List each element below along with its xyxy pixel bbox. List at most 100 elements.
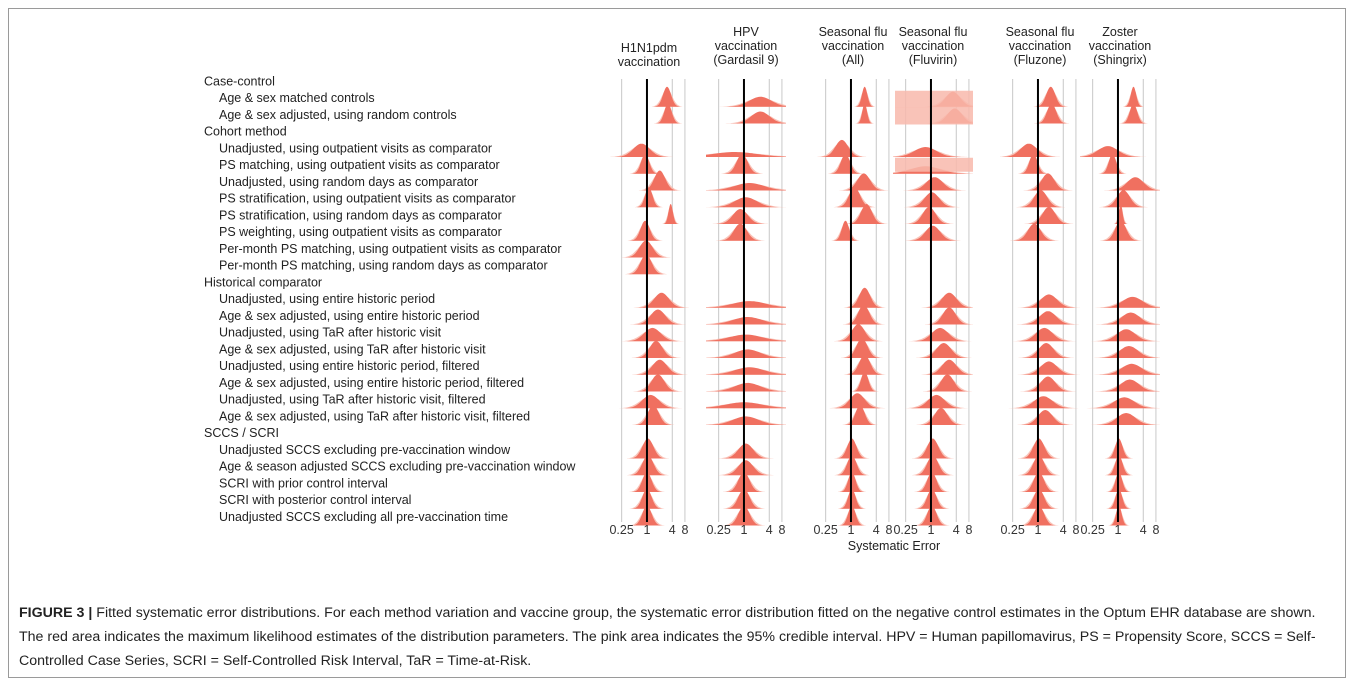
- density-area: [928, 307, 970, 325]
- density-area: [893, 147, 961, 157]
- row-label: Per-month PS matching, using outpatient …: [219, 242, 562, 256]
- density-area: [1096, 329, 1156, 342]
- density-area: [1022, 361, 1076, 375]
- x-tick-label: 0.25: [813, 523, 837, 537]
- panel-title-line: HPV: [733, 25, 759, 39]
- density-area: [624, 394, 677, 409]
- density-area: [1100, 379, 1160, 392]
- density-area: [626, 327, 679, 342]
- x-axis-label: Systematic Error: [848, 539, 940, 553]
- density-area: [846, 304, 882, 325]
- density-area: [1020, 190, 1062, 208]
- density-area: [1002, 143, 1056, 157]
- credible-interval-band: [895, 157, 973, 172]
- row-label: Age & sex adjusted, using TaR after hist…: [219, 409, 530, 423]
- row-label: Age & sex adjusted, using TaR after hist…: [219, 342, 486, 356]
- density-area: [908, 177, 961, 191]
- density-area: [1101, 312, 1160, 325]
- density-area: [926, 374, 968, 392]
- density-area: [722, 460, 770, 476]
- row-label: Unadjusted, using TaR after historic vis…: [219, 393, 486, 407]
- x-tick-label: 1: [1034, 523, 1041, 537]
- density-area: [843, 173, 885, 191]
- density-area: [909, 225, 957, 241]
- density-area: [1100, 296, 1160, 308]
- density-area: [837, 324, 879, 342]
- row-label: Unadjusted, using entire historic period…: [219, 359, 480, 373]
- density-area: [1036, 86, 1066, 107]
- density-area: [706, 382, 786, 392]
- panel-title-line: Seasonal flu: [819, 25, 888, 39]
- density-area: [1022, 294, 1076, 308]
- row-group-label: Cohort method: [204, 125, 287, 139]
- density-area: [654, 86, 680, 107]
- density-area: [830, 153, 861, 174]
- panel-title-line: Seasonal flu: [1006, 25, 1075, 39]
- density-area: [706, 334, 786, 342]
- x-tick-label: 1: [1114, 523, 1121, 537]
- density-area: [706, 317, 786, 325]
- density-area: [1099, 363, 1160, 375]
- panel-title-line: (Shingrix): [1093, 53, 1147, 67]
- panel-title-line: vaccination: [822, 39, 885, 53]
- row-label: Age & season adjusted SCCS excluding pre…: [219, 460, 576, 474]
- density-area: [656, 103, 680, 124]
- ridgeline-chart: Case-control Age & sex matched controls Ag…: [204, 25, 1160, 553]
- density-area: [848, 204, 885, 224]
- panel-title-line: (All): [842, 53, 864, 67]
- panel-title-line: vaccination: [902, 39, 965, 53]
- x-tick-label: 4: [1140, 523, 1147, 537]
- density-area: [855, 86, 874, 107]
- density-area: [722, 443, 770, 459]
- density-area: [1018, 327, 1071, 342]
- x-tick-label: 1: [847, 523, 854, 537]
- density-area: [716, 209, 764, 224]
- density-area: [1022, 343, 1070, 358]
- density-area: [833, 393, 881, 409]
- x-tick-label: 0.25: [1080, 523, 1104, 537]
- density-area: [915, 455, 951, 476]
- row-label: Unadjusted SCCS excluding pre-vaccinatio…: [219, 443, 511, 457]
- density-area: [724, 153, 760, 174]
- density-area: [837, 187, 873, 208]
- density-area: [925, 359, 973, 375]
- panel-title-line: Seasonal flu: [899, 25, 968, 39]
- panel-title-line: (Fluvirin): [909, 53, 958, 67]
- density-area: [630, 220, 660, 241]
- density-area: [706, 416, 786, 425]
- density-area: [920, 343, 968, 358]
- density-area: [615, 143, 668, 157]
- row-label: SCRI with posterior control interval: [219, 493, 411, 507]
- x-tick-label: 4: [953, 523, 960, 537]
- x-tick-label: 0.25: [893, 523, 917, 537]
- density-area: [663, 204, 678, 224]
- density-area: [719, 223, 761, 241]
- density-area: [1021, 311, 1075, 325]
- density-area: [913, 327, 967, 342]
- row-label: Unadjusted, using TaR after historic vis…: [219, 326, 442, 340]
- density-area: [637, 187, 661, 208]
- figure-caption-text: Fitted systematic error distributions. F…: [19, 605, 1316, 669]
- row-label: Age & sex matched controls: [219, 91, 375, 105]
- density-area: [910, 394, 963, 409]
- density-area: [1037, 103, 1067, 124]
- figure-caption: FIGURE 3 | Fitted systematic error distr…: [19, 601, 1337, 673]
- density-area: [857, 103, 873, 124]
- density-area: [706, 367, 786, 375]
- row-label: Unadjusted SCCS excluding all pre-vaccin…: [219, 510, 508, 524]
- row-label: Unadjusted, using entire historic period: [219, 292, 435, 306]
- row-label: SCRI with prior control interval: [219, 476, 388, 490]
- density-area: [1103, 220, 1139, 241]
- row-label: PS stratification, using random days as …: [219, 208, 502, 222]
- density-area: [847, 354, 883, 375]
- density-area: [706, 301, 786, 308]
- x-tick-label: 1: [643, 523, 650, 537]
- density-area: [1014, 396, 1073, 409]
- density-area: [1102, 190, 1144, 208]
- density-area: [635, 340, 677, 358]
- figure-frame: Case-control Age & sex matched controls Ag…: [8, 8, 1346, 678]
- density-area: [731, 111, 786, 124]
- x-tick-label: 8: [681, 523, 688, 537]
- density-area: [1092, 397, 1157, 409]
- density-area: [706, 152, 786, 157]
